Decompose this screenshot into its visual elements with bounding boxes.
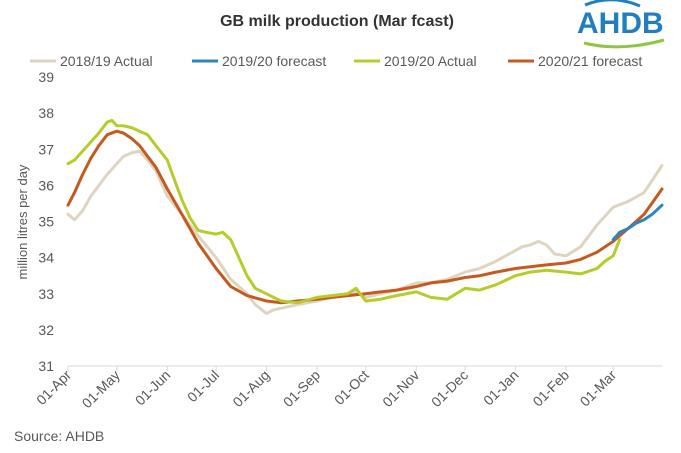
y-axis-label: million litres per day — [15, 164, 30, 279]
source-note: Source: AHDB — [14, 428, 104, 444]
x-tick-label: 01-Nov — [379, 367, 422, 410]
y-axis: 31 32 33 34 35 36 37 38 39 — [38, 69, 54, 374]
y-tick-label: 37 — [38, 141, 54, 157]
x-axis: 01-Apr 01-May 01-Jun 01-Jul 01-Aug 01-Sep 01-O… — [33, 365, 662, 411]
x-tick-label: 01-May — [79, 367, 123, 411]
x-tick-label: 01-Oct — [331, 367, 372, 408]
y-tick-label: 35 — [38, 214, 54, 230]
series-line-2019-20-forecast — [611, 203, 664, 242]
x-tick-label: 01-Jan — [480, 367, 522, 409]
y-tick-label: 39 — [38, 69, 54, 85]
chart-legend: 2018/19 Actual 2019/20 forecast 2019/20 Ac… — [30, 53, 642, 69]
logo-swoosh-top — [584, 0, 641, 8]
series-line-2019-20-actual — [66, 118, 622, 305]
x-tick-label: 01-Feb — [529, 367, 572, 410]
y-tick-label: 38 — [38, 105, 54, 121]
y-tick-label: 33 — [38, 286, 54, 302]
legend-label-2018-19-actual: 2018/19 Actual — [60, 53, 153, 69]
logo-text: AHDB — [577, 7, 664, 40]
x-tick-label: 01-Jul — [184, 367, 222, 405]
y-tick-label: 36 — [38, 177, 54, 193]
logo-swoosh-bottom — [583, 38, 665, 49]
y-tick-label: 34 — [38, 250, 54, 266]
y-tick-label: 32 — [38, 322, 54, 338]
y-tick-label: 31 — [38, 358, 54, 374]
legend-label-2020-21-forecast: 2020/21 forecast — [538, 53, 642, 69]
x-tick-label: 01-Jun — [132, 367, 174, 409]
chart-title: GB milk production (Mar fcast) — [220, 13, 454, 30]
ahdb-logo: AHDB — [577, 0, 665, 49]
series-layer — [66, 118, 664, 316]
x-tick-label: 01-Sep — [280, 367, 323, 410]
series-line-2018-19-actual — [66, 149, 664, 316]
x-tick-label: 01-Mar — [577, 367, 620, 410]
series-line-2020-21-forecast — [66, 129, 664, 305]
x-tick-label: 01-Dec — [428, 367, 471, 410]
x-tick-label: 01-Aug — [229, 367, 272, 410]
legend-label-2019-20-forecast: 2019/20 forecast — [222, 53, 326, 69]
legend-label-2019-20-actual: 2019/20 Actual — [384, 53, 477, 69]
